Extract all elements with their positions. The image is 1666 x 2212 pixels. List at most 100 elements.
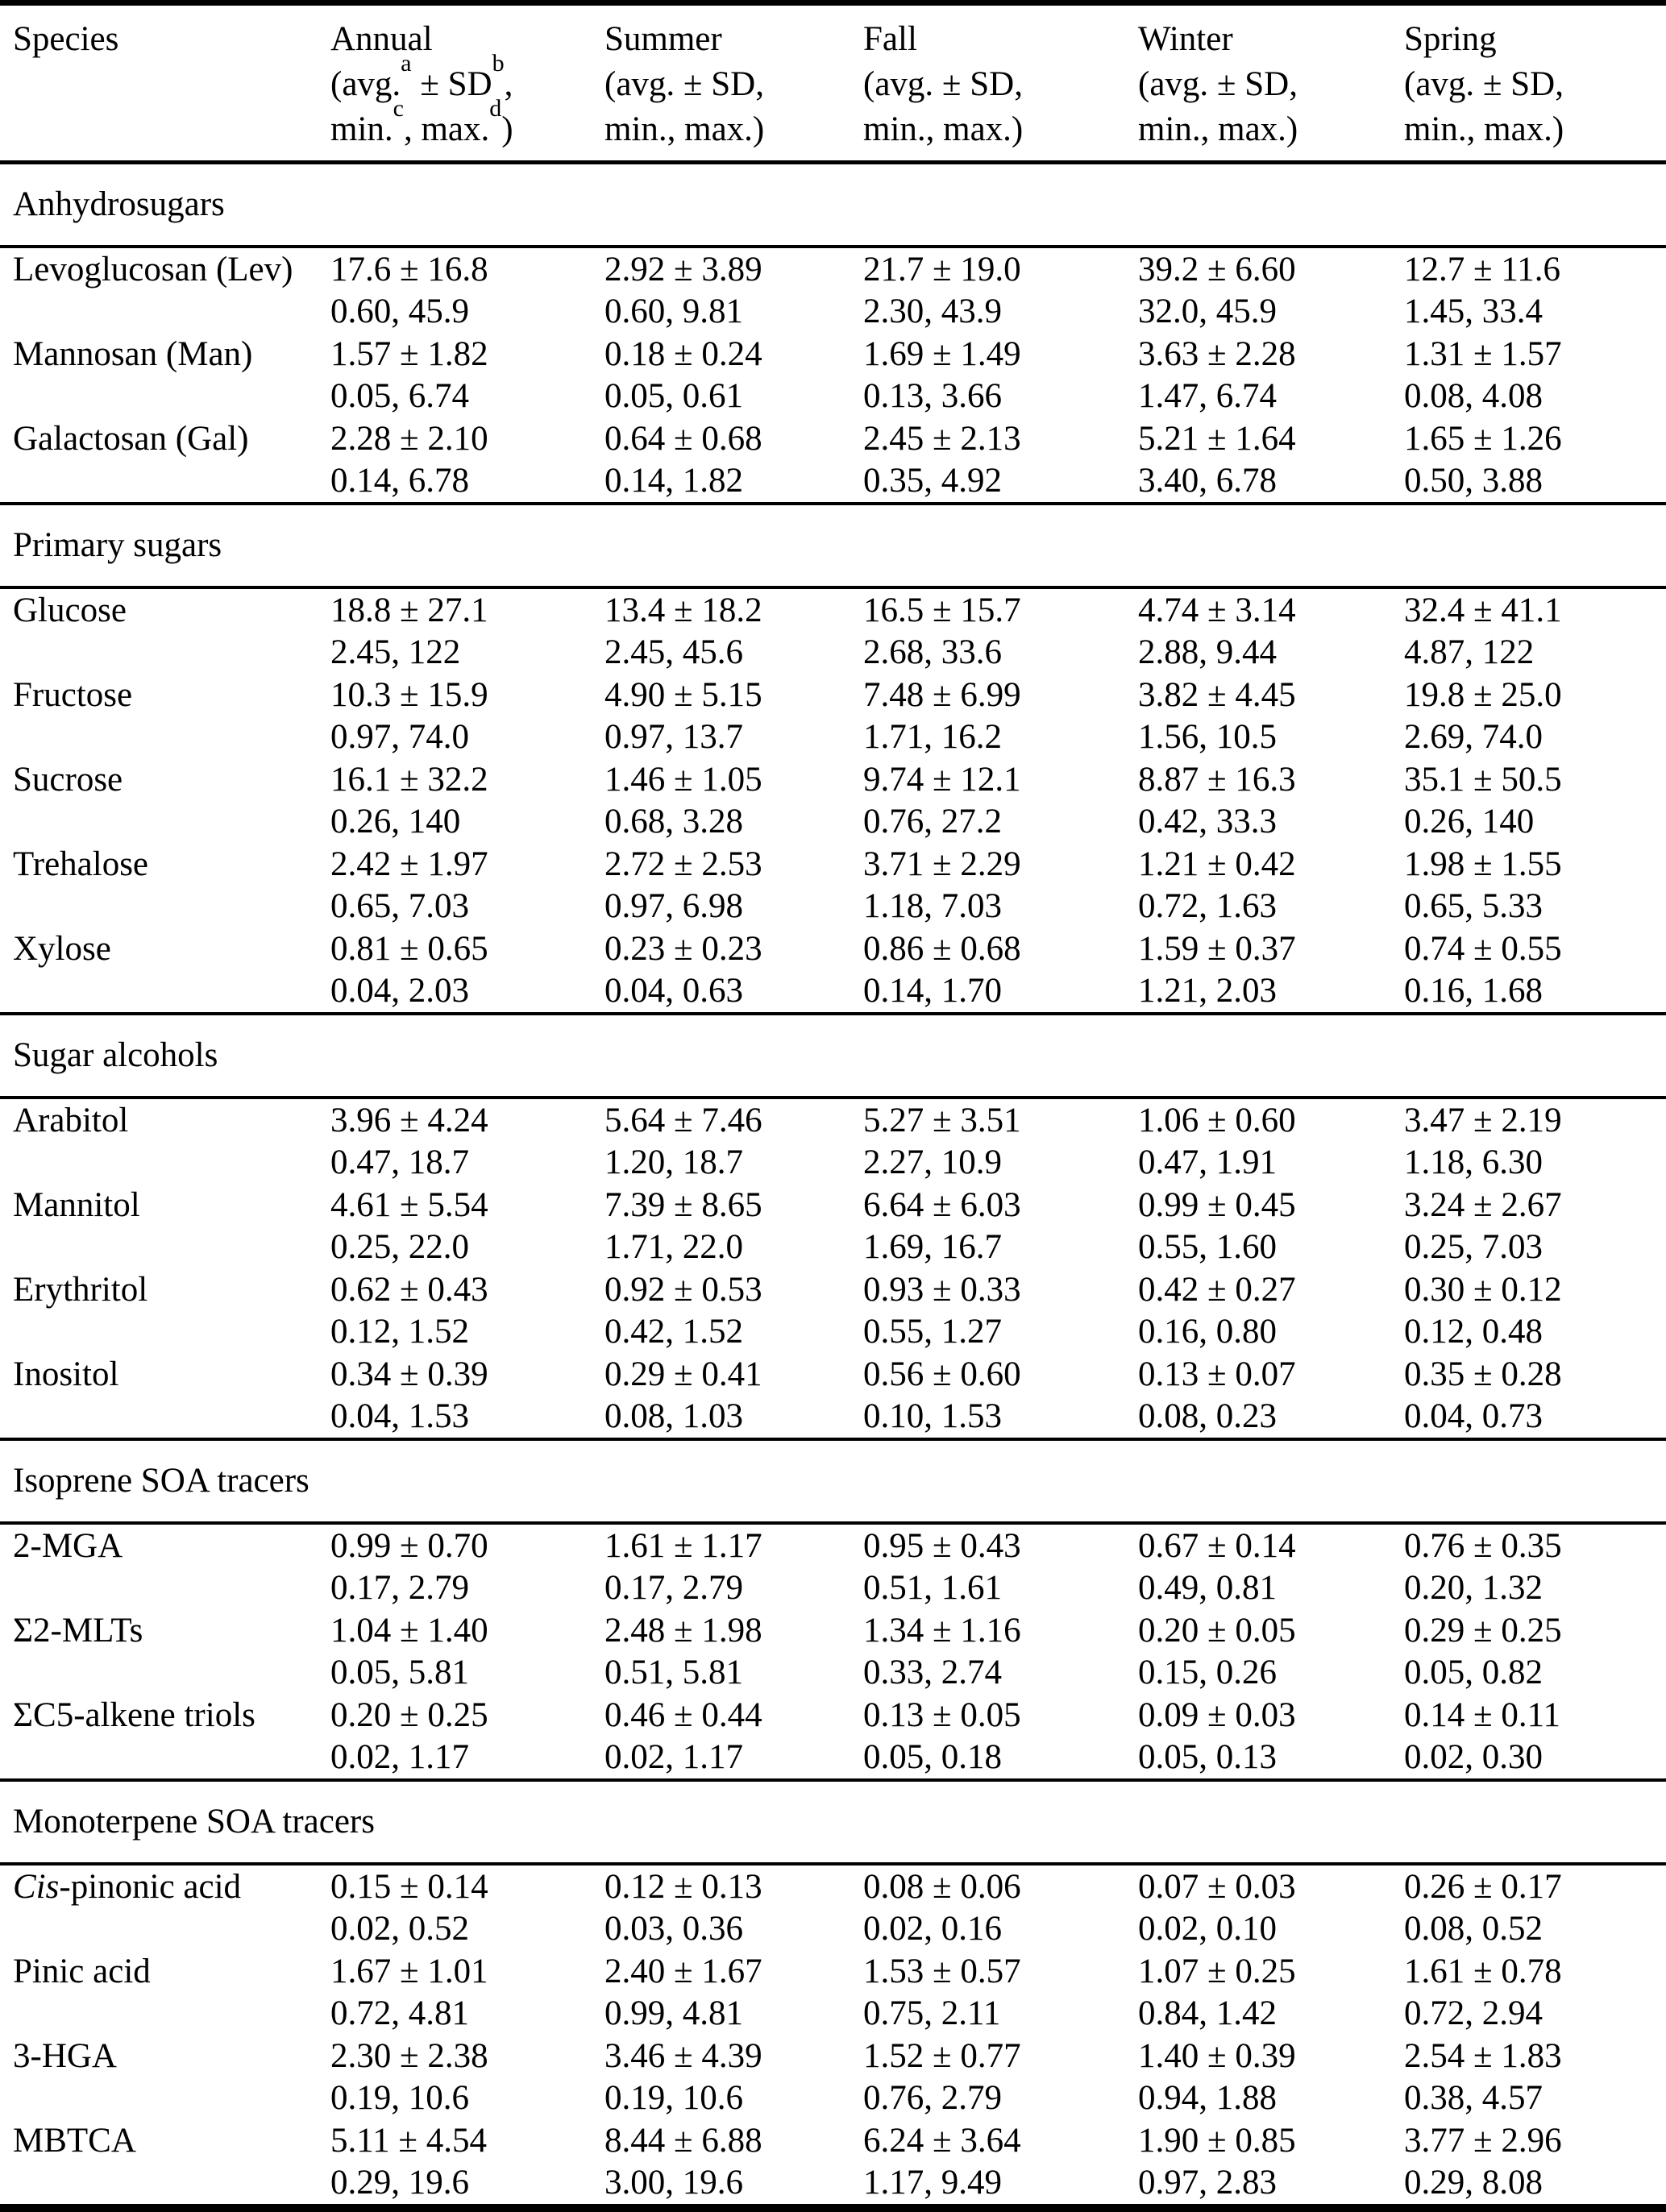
min-max-value: 0.16, 1.68 xyxy=(1404,972,1543,1010)
avg-sd-value: 2.40 ± 1.67 xyxy=(604,1953,762,1990)
min-max-value: 0.76, 2.79 xyxy=(863,2079,1002,2117)
avg-sd-value: 5.64 ± 7.46 xyxy=(604,1102,762,1139)
min-max-value: 0.10, 1.53 xyxy=(863,1397,1002,1435)
avg-sd-value: 3.77 ± 2.96 xyxy=(1404,2122,1562,2160)
table-row: Fructose 10.3 ± 15.9 0.97, 74.0 4.90 ± 5.15… xyxy=(0,674,1666,758)
value-cell: 0.93 ± 0.33 0.55, 1.27 xyxy=(863,1268,1138,1353)
avg-sd-value: 1.21 ± 0.42 xyxy=(1138,845,1296,883)
min-max-value: 0.02, 0.52 xyxy=(330,1910,469,1948)
table-row: Pinic acid 1.67 ± 1.01 0.72, 4.81 2.40 ± 1.… xyxy=(0,1950,1666,2035)
min-max-value: 0.35, 4.92 xyxy=(863,462,1002,500)
value-cell: 0.07 ± 0.03 0.02, 0.10 xyxy=(1138,1864,1404,1950)
min-max-value: 0.51, 1.61 xyxy=(863,1569,1002,1607)
table-row: Glucose 18.8 ± 27.1 2.45, 122 13.4 ± 18.2 2.… xyxy=(0,587,1666,674)
min-max-value: 0.29, 8.08 xyxy=(1404,2164,1543,2202)
min-max-value: 0.05, 0.18 xyxy=(863,1738,1002,1776)
min-max-value: 0.42, 33.3 xyxy=(1138,803,1277,840)
min-max-value: 0.97, 13.7 xyxy=(604,718,743,756)
species-name: Erythritol xyxy=(13,1271,148,1309)
avg-sd-value: 0.93 ± 0.33 xyxy=(863,1271,1021,1309)
avg-sd-value: 3.82 ± 4.45 xyxy=(1138,676,1296,714)
min-max-value: 0.04, 2.03 xyxy=(330,972,469,1010)
table-row: Erythritol 0.62 ± 0.43 0.12, 1.52 0.92 ± 0.… xyxy=(0,1268,1666,1353)
min-max-value: 1.71, 22.0 xyxy=(604,1228,743,1266)
value-cell: 3.63 ± 2.28 1.47, 6.74 xyxy=(1138,333,1404,417)
value-cell: 0.18 ± 0.24 0.05, 0.61 xyxy=(604,333,863,417)
min-max-value: 2.45, 122 xyxy=(330,633,461,671)
avg-sd-value: 5.21 ± 1.64 xyxy=(1138,420,1296,458)
min-max-value: 1.17, 9.49 xyxy=(863,2164,1002,2202)
min-max-value: 0.55, 1.27 xyxy=(863,1313,1002,1351)
section-row: Sugar alcohols xyxy=(0,1012,1666,1099)
value-cell: 3.96 ± 4.24 0.47, 18.7 xyxy=(330,1098,604,1184)
min-max-value: 0.05, 0.82 xyxy=(1404,1654,1543,1691)
min-max-value: 0.99, 4.81 xyxy=(604,1994,743,2032)
species-cell: Trehalose xyxy=(0,843,330,928)
species-name: Arabitol xyxy=(13,1102,129,1139)
avg-sd-value: 12.7 ± 11.6 xyxy=(1404,251,1561,288)
avg-sd-value: 35.1 ± 50.5 xyxy=(1404,761,1562,799)
value-cell: 5.21 ± 1.64 3.40, 6.78 xyxy=(1138,417,1404,504)
avg-sd-value: 1.57 ± 1.82 xyxy=(330,335,488,373)
table-row: 3-HGA 2.30 ± 2.38 0.19, 10.6 3.46 ± 4.39 0.1… xyxy=(0,2035,1666,2119)
min-max-value: 4.87, 122 xyxy=(1404,633,1535,671)
min-max-value: 2.45, 45.6 xyxy=(604,633,743,671)
min-max-value: 0.08, 4.08 xyxy=(1404,377,1543,415)
table-body: Anhydrosugars Levoglucosan (Lev) 17.6 ± 16… xyxy=(0,160,1666,2209)
table-row: Σ2-MLTs 1.04 ± 1.40 0.05, 5.81 2.48 ± 1.98 0… xyxy=(0,1609,1666,1694)
min-max-value: 0.97, 74.0 xyxy=(330,718,469,756)
min-max-value: 1.21, 2.03 xyxy=(1138,972,1277,1010)
avg-sd-value: 2.92 ± 3.89 xyxy=(604,251,762,288)
section-row: Monoterpene SOA tracers xyxy=(0,1778,1666,1865)
summer-subline1: (avg. ± SD, xyxy=(604,65,764,103)
annual-subline2-part: ) xyxy=(501,110,513,148)
avg-sd-value: 0.30 ± 0.12 xyxy=(1404,1271,1562,1309)
min-max-value: 0.02, 0.10 xyxy=(1138,1910,1277,1948)
value-cell: 0.56 ± 0.60 0.10, 1.53 xyxy=(863,1353,1138,1439)
species-name: Levoglucosan (Lev) xyxy=(13,251,293,288)
min-max-value: 0.17, 2.79 xyxy=(604,1569,743,1607)
min-max-value: 0.68, 3.28 xyxy=(604,803,743,840)
summer-subline2: min., max.) xyxy=(604,110,765,148)
avg-sd-value: 2.30 ± 2.38 xyxy=(330,2037,488,2075)
min-max-value: 0.97, 2.83 xyxy=(1138,2164,1277,2202)
value-cell: 6.64 ± 6.03 1.69, 16.7 xyxy=(863,1184,1138,1268)
species-name: 3-HGA xyxy=(13,2037,117,2075)
species-name: 2-MGA xyxy=(13,1527,123,1565)
avg-sd-value: 0.64 ± 0.68 xyxy=(604,420,762,458)
value-cell: 1.65 ± 1.26 0.50, 3.88 xyxy=(1404,417,1666,504)
min-max-value: 0.02, 1.17 xyxy=(604,1738,743,1776)
avg-sd-value: 0.18 ± 0.24 xyxy=(604,335,762,373)
species-name: Xylose xyxy=(13,930,111,968)
value-cell: 2.54 ± 1.83 0.38, 4.57 xyxy=(1404,2035,1666,2119)
value-cell: 10.3 ± 15.9 0.97, 74.0 xyxy=(330,674,604,758)
value-cell: 1.06 ± 0.60 0.47, 1.91 xyxy=(1138,1098,1404,1184)
fall-subline2: min., max.) xyxy=(863,110,1024,148)
min-max-value: 0.08, 1.03 xyxy=(604,1397,743,1435)
min-max-value: 0.08, 0.23 xyxy=(1138,1397,1277,1435)
species-cell: Mannosan (Man) xyxy=(0,333,330,417)
footnote-marker-b: b xyxy=(492,49,505,77)
avg-sd-value: 1.98 ± 1.55 xyxy=(1404,845,1562,883)
section-title: Primary sugars xyxy=(0,502,1666,589)
min-max-value: 0.20, 1.32 xyxy=(1404,1569,1543,1607)
value-cell: 0.74 ± 0.55 0.16, 1.68 xyxy=(1404,928,1666,1014)
value-cell: 3.46 ± 4.39 0.19, 10.6 xyxy=(604,2035,863,2119)
footnote-marker-a: a xyxy=(401,49,412,77)
col-header-fall: Fall (avg. ± SD, min., max.) xyxy=(863,2,1138,164)
table-row: Trehalose 2.42 ± 1.97 0.65, 7.03 2.72 ± 2.5… xyxy=(0,843,1666,928)
value-cell: 1.53 ± 0.57 0.75, 2.11 xyxy=(863,1950,1138,2035)
avg-sd-value: 0.62 ± 0.43 xyxy=(330,1271,488,1309)
avg-sd-value: 1.61 ± 1.17 xyxy=(604,1527,762,1565)
min-max-value: 1.18, 7.03 xyxy=(863,887,1002,925)
min-max-value: 0.26, 140 xyxy=(1404,803,1535,840)
value-cell: 0.29 ± 0.41 0.08, 1.03 xyxy=(604,1353,863,1439)
avg-sd-value: 32.4 ± 41.1 xyxy=(1404,591,1562,629)
species-name-italic: Cis xyxy=(13,1868,60,1906)
value-cell: 0.13 ± 0.05 0.05, 0.18 xyxy=(863,1694,1138,1780)
value-cell: 3.47 ± 2.19 1.18, 6.30 xyxy=(1404,1098,1666,1184)
avg-sd-value: 4.74 ± 3.14 xyxy=(1138,591,1296,629)
value-cell: 32.4 ± 41.1 4.87, 122 xyxy=(1404,587,1666,674)
value-cell: 0.62 ± 0.43 0.12, 1.52 xyxy=(330,1268,604,1353)
avg-sd-value: 0.92 ± 0.53 xyxy=(604,1271,762,1309)
